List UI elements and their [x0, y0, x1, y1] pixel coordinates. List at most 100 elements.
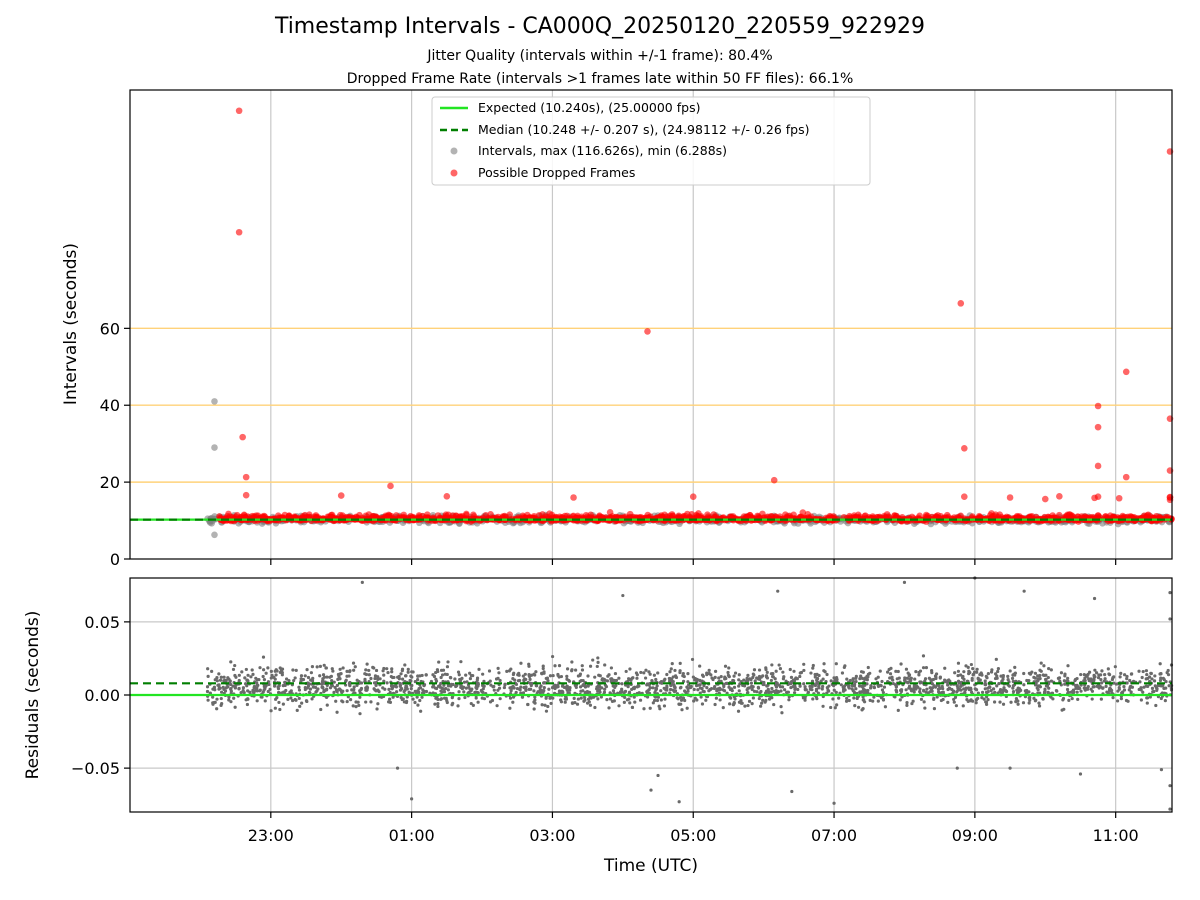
residual-outlier-point — [1078, 772, 1083, 776]
residual-point — [566, 691, 570, 695]
residual-point — [963, 690, 967, 694]
residual-point — [672, 690, 677, 694]
residual-point — [808, 687, 812, 691]
residual-point — [686, 672, 690, 676]
residual-point — [255, 686, 259, 690]
residual-point — [926, 691, 931, 695]
interval-outlier-point — [211, 444, 218, 451]
residual-point — [747, 699, 752, 703]
residual-point — [417, 686, 421, 691]
residual-point — [562, 685, 566, 689]
residual-point — [686, 687, 690, 691]
bottom-y-tick-label: −0.05 — [71, 759, 120, 778]
residual-point — [287, 678, 291, 683]
residual-point — [1061, 698, 1065, 702]
residual-point — [798, 674, 802, 679]
residual-point — [309, 671, 313, 675]
residual-point — [756, 686, 761, 690]
residual-point — [984, 674, 988, 678]
residual-point — [1119, 671, 1123, 675]
residual-point — [781, 677, 786, 681]
residual-point — [1046, 675, 1050, 680]
residual-point — [383, 687, 387, 691]
residual-point — [455, 683, 459, 687]
residual-point — [856, 705, 861, 709]
residual-point — [862, 698, 866, 702]
residual-point — [226, 676, 230, 680]
residual-point — [738, 682, 742, 686]
residual-point — [391, 695, 395, 699]
residual-point — [557, 664, 562, 668]
residual-point — [934, 676, 938, 681]
dropped-frame-outlier-point — [239, 433, 246, 441]
residual-point — [335, 683, 339, 687]
residual-point — [462, 690, 466, 694]
residual-point — [433, 686, 438, 690]
residual-point — [593, 675, 597, 679]
residual-point — [442, 690, 447, 694]
residual-point — [321, 673, 326, 677]
residual-point — [974, 688, 979, 692]
residual-outlier-point — [656, 773, 660, 778]
residual-point — [946, 683, 950, 687]
residual-point — [390, 667, 394, 671]
residual-point — [269, 709, 273, 713]
residual-point — [325, 703, 329, 707]
residual-point — [678, 669, 682, 673]
residual-point — [765, 670, 769, 674]
residual-point — [308, 691, 312, 695]
residual-point — [816, 691, 821, 695]
residual-point — [570, 701, 575, 705]
residual-point — [983, 679, 987, 683]
residual-point — [859, 674, 863, 678]
top-y-tick-label: 40 — [100, 396, 120, 415]
residual-point — [1059, 671, 1064, 675]
residual-point — [774, 688, 778, 693]
residual-point — [1037, 684, 1041, 688]
residual-point — [382, 673, 386, 677]
residual-point — [993, 690, 997, 694]
residual-point — [917, 670, 921, 675]
residual-point — [261, 655, 266, 659]
residual-point — [1146, 684, 1150, 689]
residual-point — [274, 697, 278, 701]
residual-point — [1065, 687, 1070, 692]
residual-point — [1041, 696, 1045, 701]
chart-subtitle-jitter: Jitter Quality (intervals within +/-1 fr… — [427, 48, 773, 64]
residual-point — [604, 685, 609, 689]
residual-point — [540, 671, 544, 675]
residual-point — [352, 688, 356, 692]
residual-point — [266, 666, 270, 670]
residual-point — [644, 668, 648, 672]
residual-point — [633, 700, 637, 704]
residual-point — [591, 658, 595, 662]
residual-point — [457, 697, 461, 701]
residual-point — [718, 698, 722, 702]
dropped-frame-outlier-point — [443, 493, 451, 500]
dropped-frame-outlier-point — [1056, 493, 1063, 500]
residual-point — [628, 701, 632, 705]
residual-point — [918, 687, 922, 691]
residual-point — [269, 676, 273, 680]
residual-point — [1049, 695, 1053, 699]
residual-point — [523, 677, 527, 681]
residual-point — [679, 702, 683, 706]
residual-point — [681, 679, 686, 683]
residual-point — [765, 676, 770, 680]
residual-point — [1070, 689, 1075, 694]
residual-point — [229, 700, 233, 704]
residual-point — [880, 688, 885, 692]
residual-point — [579, 685, 583, 689]
residual-point — [964, 687, 968, 692]
residual-point — [996, 691, 1000, 695]
residual-point — [583, 698, 587, 702]
residual-point — [409, 686, 413, 691]
residual-point — [760, 701, 764, 705]
residual-point — [348, 680, 352, 685]
residual-point — [505, 669, 509, 673]
residual-point — [457, 690, 461, 694]
residual-point — [853, 704, 857, 708]
residual-point — [761, 682, 765, 687]
residual-point — [543, 703, 547, 707]
residual-point — [237, 673, 241, 677]
